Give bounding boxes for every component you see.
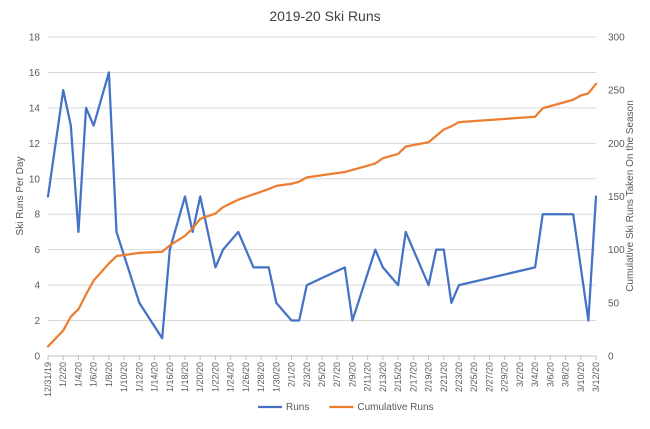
x-tick-label: 2/23/20	[454, 362, 464, 392]
x-tick-label: 1/6/20	[89, 362, 99, 387]
x-tick-label: 2/1/20	[287, 362, 297, 387]
x-tick-label: 2/15/20	[393, 362, 403, 392]
x-tick-label: 2/21/20	[439, 362, 449, 392]
x-tick-label: 1/2/20	[58, 362, 68, 387]
series-line-cumulative-runs	[46, 82, 598, 348]
x-tick-label: 1/28/20	[256, 362, 266, 392]
y-tick-label: 12	[29, 139, 41, 150]
x-tick-label: 3/6/20	[545, 362, 555, 387]
x-tick-label: 2/5/20	[317, 362, 327, 387]
x-tick-label: 2/19/20	[424, 362, 434, 392]
x-tick-label: 1/10/20	[119, 362, 129, 392]
x-tick-label: 2/3/20	[302, 362, 312, 387]
x-tick-label: 2/13/20	[378, 362, 388, 392]
x-tick-label: 2/9/20	[347, 362, 357, 387]
x-tick-label: 1/8/20	[104, 362, 114, 387]
legend: Runs Cumulative Runs	[258, 402, 434, 413]
y-tick-label: 0	[34, 352, 40, 363]
y2-tick-label: 50	[608, 298, 620, 309]
x-tick-label: 1/14/20	[150, 362, 160, 392]
y2-tick-label: 150	[608, 192, 625, 203]
y2-tick-label: 0	[608, 352, 614, 363]
x-tick-label: 1/18/20	[180, 362, 190, 392]
x-tick-label: 1/20/20	[195, 362, 205, 392]
x-tick-label: 2/25/20	[469, 362, 479, 392]
y-tick-label: 8	[34, 210, 40, 221]
x-tick-label: 1/16/20	[165, 362, 175, 392]
x-tick-label: 2/17/20	[408, 362, 418, 392]
y-axis-label: Ski Runs Per Day	[15, 157, 26, 236]
y-tick-label: 2	[34, 316, 40, 327]
x-tick-label: 1/30/20	[271, 362, 281, 392]
x-tick-label: 1/26/20	[241, 362, 251, 392]
y-tick-label: 6	[34, 245, 40, 256]
y-tick-label: 16	[29, 68, 41, 79]
y2-tick-label: 200	[608, 139, 625, 150]
x-tick-label: 3/12/20	[591, 362, 601, 392]
y2-axis-label: Cumulative Ski Runs Taken On the Season	[625, 100, 636, 292]
x-tick-label: 1/12/20	[134, 362, 144, 392]
legend-label: Runs	[286, 402, 309, 413]
x-tick-label: 2/7/20	[332, 362, 342, 387]
x-tick-label: 12/31/19	[43, 362, 53, 397]
y-tick-label: 14	[29, 103, 41, 114]
x-tick-label: 3/2/20	[515, 362, 525, 387]
x-tick-label: 3/4/20	[530, 362, 540, 387]
x-tick-label: 3/8/20	[561, 362, 571, 387]
y2-tick-label: 300	[608, 33, 625, 44]
y2-tick-label: 100	[608, 245, 625, 256]
x-tick-label: 1/4/20	[73, 362, 83, 387]
x-tick-label: 2/27/20	[484, 362, 494, 392]
grid	[48, 36, 596, 322]
x-tick-label: 1/24/20	[226, 362, 236, 392]
x-tick-label: 1/22/20	[210, 362, 220, 392]
y-tick-label: 4	[34, 281, 40, 292]
legend-label: Cumulative Runs	[357, 402, 433, 413]
x-tick-label: 2/29/20	[500, 362, 510, 392]
x-tick-label: 3/10/20	[576, 362, 586, 392]
chart-title: 2019-20 Ski Runs	[269, 8, 380, 24]
axes: 0 2 4 6 8 10 12 14 16 18 0 50 100 150 200 250 300 12/31/1…	[29, 33, 625, 398]
y-tick-label: 10	[29, 174, 41, 185]
y2-tick-label: 250	[608, 86, 625, 97]
x-tick-label: 2/11/20	[363, 362, 373, 391]
series-line-runs	[46, 71, 598, 340]
y-tick-label: 18	[29, 33, 41, 44]
series	[46, 71, 598, 348]
